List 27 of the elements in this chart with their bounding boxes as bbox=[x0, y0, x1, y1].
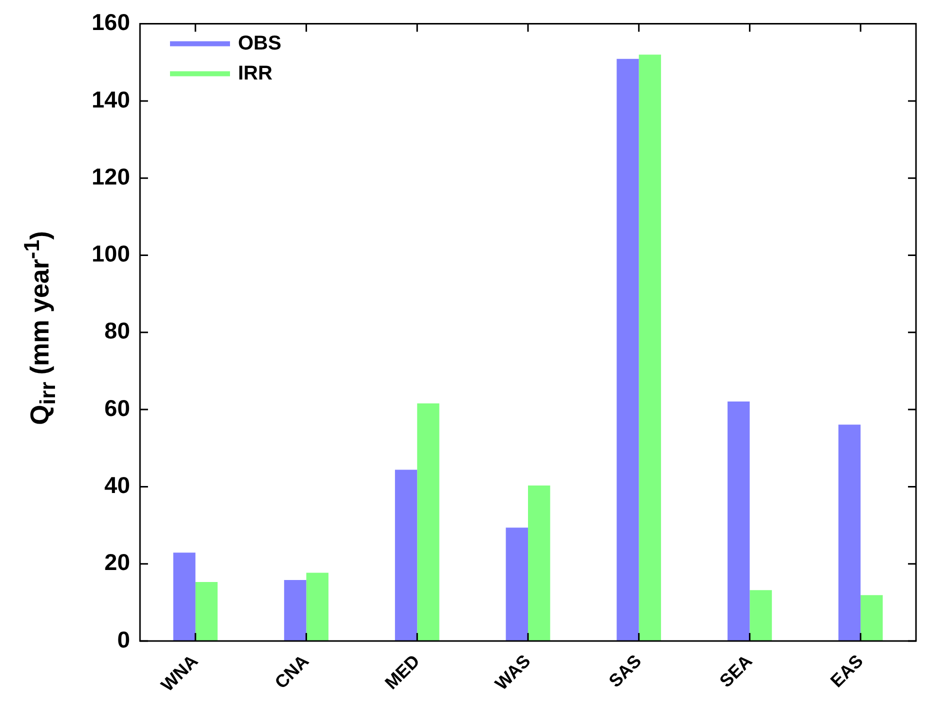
y-tick-label: 40 bbox=[104, 472, 130, 498]
bar bbox=[195, 582, 218, 641]
bar bbox=[750, 590, 772, 641]
y-tick-label: 140 bbox=[92, 86, 130, 112]
bar bbox=[638, 54, 662, 641]
x-tick-label: CNA bbox=[270, 650, 313, 693]
y-tick-label: 100 bbox=[92, 240, 130, 267]
bar bbox=[616, 58, 639, 641]
bar bbox=[728, 401, 750, 641]
y-tick-label: 60 bbox=[104, 394, 130, 421]
y-tick-label: 120 bbox=[92, 163, 130, 190]
bar bbox=[417, 403, 440, 641]
y-tick-label: 80 bbox=[104, 318, 130, 344]
y-tick-label: 0 bbox=[117, 626, 130, 652]
bar bbox=[506, 528, 528, 641]
legend-label: IRR bbox=[238, 62, 273, 84]
bar bbox=[306, 572, 328, 641]
bar bbox=[528, 486, 550, 641]
y-tick-label: 20 bbox=[104, 549, 130, 576]
bar bbox=[394, 470, 418, 641]
legend-label: OBS bbox=[238, 32, 282, 54]
bar bbox=[173, 552, 196, 641]
bar bbox=[838, 424, 861, 641]
bar bbox=[284, 580, 306, 641]
x-tick-label: SEA bbox=[716, 650, 756, 692]
bar bbox=[860, 595, 883, 641]
y-tick-label: 160 bbox=[92, 9, 130, 36]
